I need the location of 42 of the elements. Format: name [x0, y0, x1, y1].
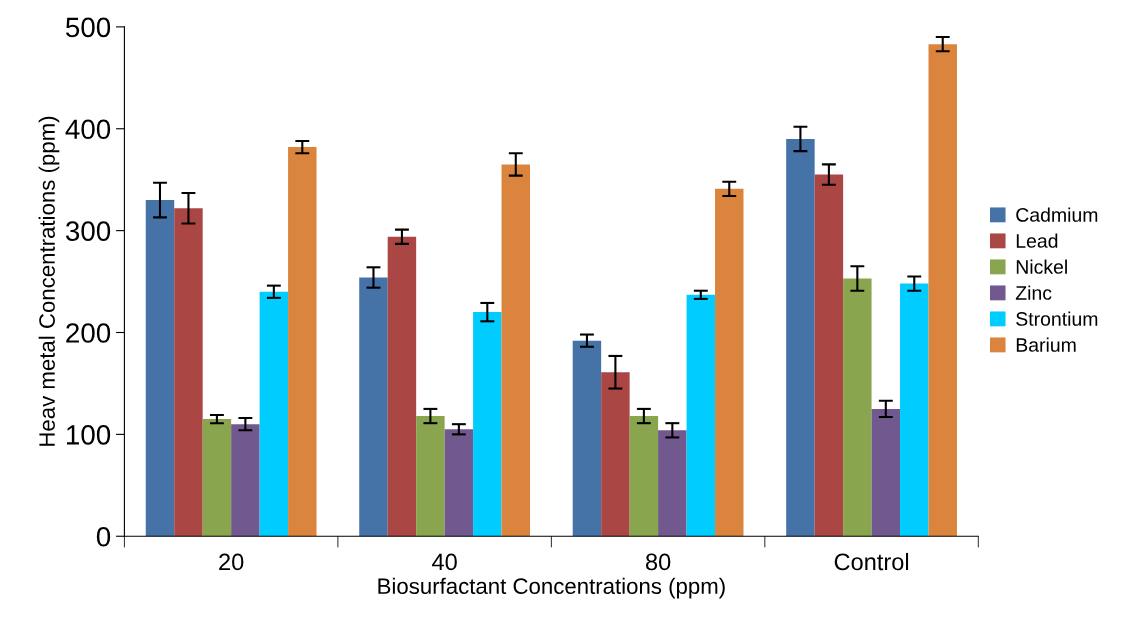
bar	[444, 429, 474, 537]
y-tick-label: 500	[65, 17, 111, 38]
y-axis-title: Heav metal Concentrations (ppm)	[38, 116, 60, 446]
x-tick-label: 40	[432, 553, 457, 571]
bar	[416, 416, 445, 537]
legend-label: Nickel	[1016, 259, 1067, 274]
bar	[473, 312, 502, 537]
x-tick-label: 20	[219, 553, 244, 571]
bar	[259, 291, 289, 537]
legend-label: Lead	[1016, 233, 1058, 248]
y-tick-label: 200	[66, 323, 111, 343]
y-tick-label: 100	[66, 425, 111, 445]
legend-label: Barium	[1016, 337, 1076, 352]
legend-label: Zinc	[1015, 285, 1052, 300]
x-tick-label: Control	[834, 552, 909, 571]
bar	[871, 408, 901, 537]
bar	[900, 283, 929, 537]
bar	[501, 164, 531, 537]
bar	[202, 419, 232, 537]
bar	[928, 44, 957, 537]
bar	[715, 188, 744, 537]
bar	[658, 430, 687, 537]
legend-label: Cadmium	[1016, 207, 1098, 222]
bar	[572, 340, 602, 537]
bar	[359, 277, 388, 537]
bar	[629, 416, 659, 537]
y-tick-label: 400	[65, 119, 111, 140]
bar	[786, 138, 815, 537]
y-tick-label: 0	[96, 526, 111, 547]
bar	[843, 278, 872, 537]
bar	[288, 147, 317, 537]
x-tick-label: 80	[646, 553, 671, 571]
bar	[601, 372, 630, 537]
bar	[387, 236, 417, 537]
bar	[231, 424, 260, 537]
bar	[686, 294, 716, 537]
legend-label: Strontium	[1016, 311, 1098, 326]
y-tick-label: 300	[65, 221, 111, 241]
x-axis-title: Biosurfactant Concentrations (ppm)	[378, 577, 725, 599]
bar	[814, 174, 844, 537]
bar	[174, 208, 203, 537]
bar	[145, 200, 175, 537]
